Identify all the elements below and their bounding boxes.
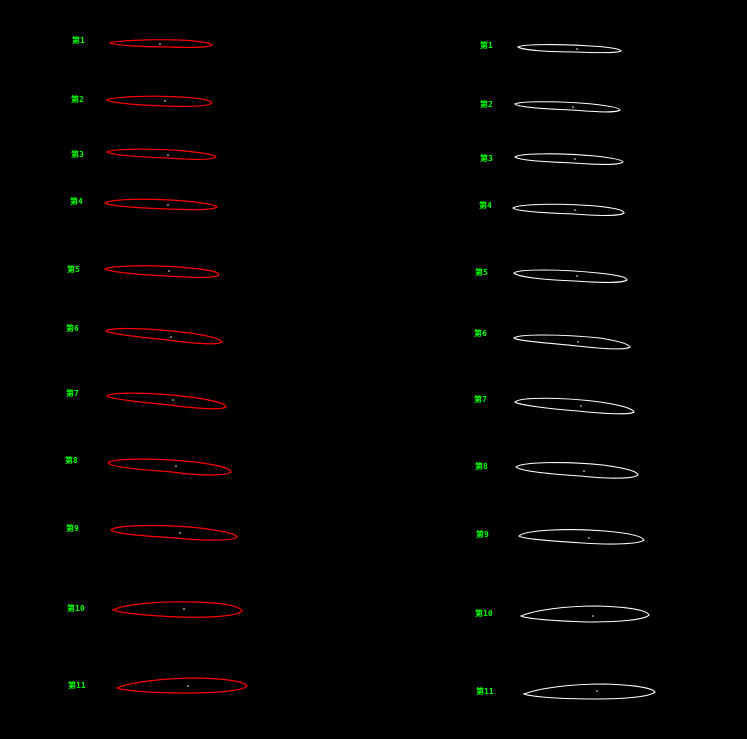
left-row-2: 第2	[71, 94, 213, 107]
right-row-10: 第10	[475, 605, 650, 623]
left-airfoil-outline	[115, 677, 248, 694]
right-airfoil-outline	[518, 529, 645, 545]
right-centroid-marker	[574, 158, 576, 160]
left-airfoil-outline	[105, 95, 213, 107]
right-row-label: 第5	[475, 267, 488, 277]
left-row-label: 第7	[66, 388, 79, 398]
right-centroid-marker	[576, 48, 578, 50]
left-airfoil-outline	[107, 458, 232, 476]
left-row-label: 第10	[67, 603, 85, 613]
right-row-label: 第1	[480, 40, 493, 50]
right-row-label: 第11	[476, 686, 494, 696]
right-airfoil-outline	[513, 269, 628, 283]
left-row-1: 第1	[72, 35, 213, 48]
right-airfoil-outline	[514, 153, 624, 165]
left-centroid-marker	[175, 465, 177, 467]
right-row-6: 第6	[474, 328, 631, 350]
left-centroid-marker	[164, 100, 166, 102]
left-row-label: 第3	[71, 149, 84, 159]
right-centroid-marker	[588, 537, 590, 539]
left-centroid-marker	[183, 608, 185, 610]
right-centroid-marker	[580, 405, 582, 407]
right-row-2: 第2	[480, 99, 621, 113]
right-column: 第1 第2 第3 第4 第5 第6	[474, 40, 656, 700]
right-row-3: 第3	[480, 153, 624, 165]
right-row-8: 第8	[475, 461, 639, 479]
left-row-label: 第2	[71, 94, 84, 104]
left-centroid-marker	[172, 399, 174, 401]
left-centroid-marker	[167, 154, 169, 156]
right-airfoil-outline	[519, 605, 650, 623]
left-row-9: 第9	[66, 523, 238, 541]
left-row-label: 第5	[67, 264, 80, 274]
right-row-7: 第7	[474, 394, 635, 415]
right-row-label: 第9	[476, 529, 489, 539]
right-row-1: 第1	[480, 40, 622, 54]
left-centroid-marker	[159, 43, 161, 45]
right-centroid-marker	[577, 341, 579, 343]
left-row-label: 第6	[66, 323, 79, 333]
right-airfoil-outline	[517, 44, 622, 54]
right-row-4: 第4	[479, 200, 625, 216]
left-airfoil-outline	[105, 327, 223, 345]
right-airfoil-outline	[514, 101, 621, 113]
right-airfoil-outline	[522, 683, 656, 700]
left-airfoil-outline	[105, 148, 217, 160]
left-airfoil-outline	[111, 601, 243, 618]
right-airfoil-outline	[515, 461, 639, 479]
right-row-label: 第7	[474, 394, 487, 404]
left-row-4: 第4	[70, 196, 218, 211]
left-centroid-marker	[187, 685, 189, 687]
left-row-11: 第11	[68, 677, 248, 694]
left-row-label: 第4	[70, 196, 83, 206]
left-row-6: 第6	[66, 323, 223, 345]
right-row-label: 第6	[474, 328, 487, 338]
left-airfoil-outline	[110, 524, 238, 541]
right-centroid-marker	[572, 106, 574, 108]
right-row-label: 第4	[479, 200, 492, 210]
right-centroid-marker	[576, 275, 578, 277]
left-centroid-marker	[179, 532, 181, 534]
right-row-11: 第11	[476, 683, 656, 700]
left-airfoil-outline	[106, 392, 227, 410]
left-centroid-marker	[170, 336, 172, 338]
right-centroid-marker	[596, 690, 598, 692]
left-centroid-marker	[167, 204, 169, 206]
right-row-9: 第9	[476, 529, 645, 545]
left-airfoil-outline	[108, 39, 213, 48]
left-column: 第1 第2 第3 第4 第5 第6	[65, 35, 248, 694]
left-airfoil-outline	[103, 198, 218, 211]
left-row-8: 第8	[65, 455, 232, 476]
right-row-5: 第5	[475, 267, 628, 283]
left-row-5: 第5	[67, 264, 220, 278]
right-centroid-marker	[574, 209, 576, 211]
right-row-label: 第3	[480, 153, 493, 163]
right-centroid-marker	[592, 615, 594, 617]
right-row-label: 第8	[475, 461, 488, 471]
left-centroid-marker	[168, 270, 170, 272]
right-row-label: 第2	[480, 99, 493, 109]
right-airfoil-outline	[512, 203, 625, 216]
left-row-label: 第1	[72, 35, 85, 45]
right-centroid-marker	[583, 470, 585, 472]
left-row-label: 第11	[68, 680, 86, 690]
left-row-label: 第9	[66, 523, 79, 533]
left-row-3: 第3	[71, 148, 217, 160]
left-row-label: 第8	[65, 455, 78, 465]
right-row-label: 第10	[475, 608, 493, 618]
left-row-7: 第7	[66, 388, 227, 410]
left-row-10: 第10	[67, 601, 243, 618]
left-airfoil-outline	[103, 265, 220, 278]
right-airfoil-outline	[514, 397, 635, 415]
right-airfoil-outline	[513, 334, 631, 350]
